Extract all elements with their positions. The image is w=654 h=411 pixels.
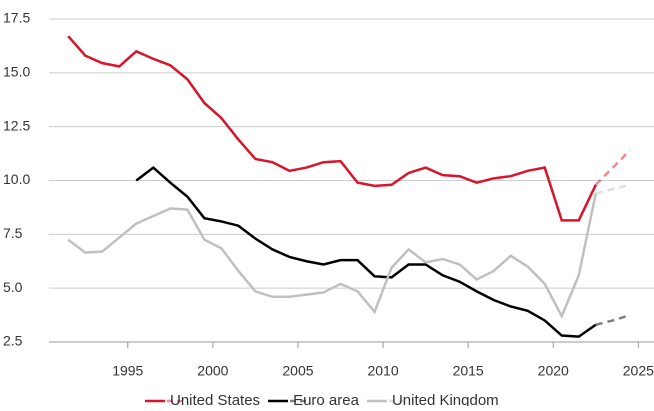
forecast-line — [595, 313, 631, 326]
x-tick-label: 2010 — [367, 363, 398, 379]
series-line — [67, 35, 597, 222]
y-tick-label: 17.5 — [3, 10, 30, 26]
y-tick-label: 7.5 — [3, 225, 23, 241]
x-tick-label: 1995 — [112, 363, 143, 379]
series-line — [135, 165, 597, 338]
x-tick-label: 2020 — [538, 363, 569, 379]
legend-label: Euro area — [293, 392, 360, 406]
forecast-line — [595, 183, 631, 195]
y-tick-label: 12.5 — [3, 117, 30, 133]
y-tick-label: 2.5 — [3, 333, 23, 349]
legend-label: United States — [170, 392, 260, 406]
legend-label: United Kingdom — [392, 392, 499, 406]
x-tick-label: 2025 — [623, 363, 654, 379]
y-tick-label: 15.0 — [3, 64, 30, 80]
y-tick-label: 5.0 — [3, 279, 23, 295]
x-tick-label: 2005 — [282, 363, 313, 379]
forecast-line — [594, 149, 631, 186]
x-tick-label: 2000 — [197, 363, 228, 379]
series-line — [67, 193, 598, 320]
y-tick-label: 10.0 — [3, 171, 30, 187]
x-tick-label: 2015 — [453, 363, 484, 379]
